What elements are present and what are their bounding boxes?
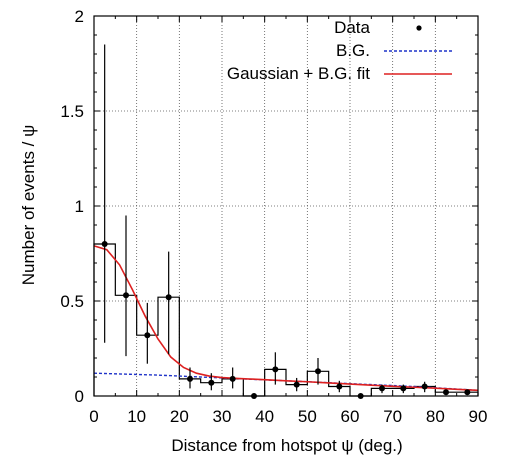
legend-marker-data: [416, 25, 422, 31]
x-tick-label: 60: [341, 407, 360, 426]
data-point: [272, 366, 279, 373]
data-point: [101, 241, 108, 247]
x-axis-title: Distance from hotspot ψ (deg.): [171, 436, 402, 455]
data-point: [443, 389, 449, 396]
legend-label-bg: B.G.: [336, 41, 370, 60]
x-tick-label: 10: [127, 407, 146, 426]
x-tick-label: 40: [255, 407, 274, 426]
data-points: [101, 44, 471, 399]
data-point: [208, 379, 215, 386]
data-point: [464, 389, 471, 396]
x-tick-label: 50: [298, 407, 317, 426]
data-point: [144, 332, 151, 339]
fit-curve: [93, 245, 479, 392]
data-point: [315, 368, 321, 375]
y-tick-label: 0: [75, 387, 84, 406]
fit-lines: [93, 245, 479, 392]
x-tick-label: 20: [170, 407, 189, 426]
y-tick-label: 0.5: [60, 292, 84, 311]
data-point: [379, 385, 385, 392]
y-tick-label: 1: [75, 197, 84, 216]
x-tick-label: 70: [383, 407, 402, 426]
data-point: [229, 375, 236, 382]
y-tick-label: 1.5: [60, 102, 84, 121]
data-point: [336, 383, 343, 390]
data-point: [165, 294, 172, 301]
y-tick-label: 2: [75, 7, 84, 26]
x-tick-label: 30: [213, 407, 232, 426]
legend-label-data: Data: [334, 18, 370, 37]
y-axis-title: Number of events / ψ: [19, 125, 38, 285]
x-tick-label: 0: [89, 407, 98, 426]
x-tick-label: 90: [469, 407, 488, 426]
data-point: [400, 385, 407, 392]
axis-ticks: 0 10 20 30 40 50 60 70 80 90 0 0.5 1 1.5 2: [60, 7, 487, 426]
data-histogram-step: [93, 243, 479, 397]
legend-label-fit: Gaussian + B.G. fit: [227, 64, 370, 83]
data-point: [123, 292, 129, 299]
data-point: [187, 375, 193, 382]
x-tick-label: 80: [426, 407, 445, 426]
legend: Data B.G. Gaussian + B.G. fit: [227, 18, 452, 83]
data-point: [421, 383, 428, 390]
data-point: [293, 381, 300, 388]
data-histogram: [93, 243, 479, 397]
